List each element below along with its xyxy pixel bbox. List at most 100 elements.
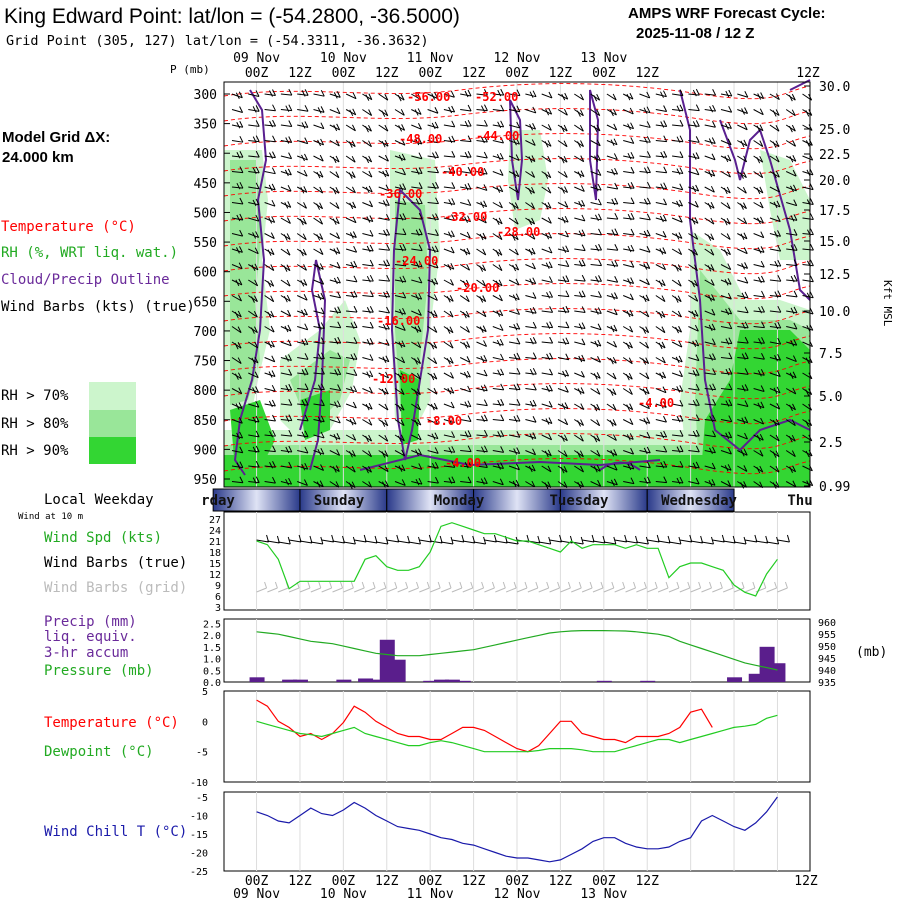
legend-cloud: Cloud/Precip Outline bbox=[1, 272, 170, 288]
xsec-barb-flag bbox=[630, 151, 635, 159]
xsec-barb-flag bbox=[255, 120, 260, 127]
xsec-barb-shaft bbox=[769, 310, 781, 313]
xsec-barb-flag bbox=[581, 199, 586, 207]
xsec-barb-flag bbox=[304, 308, 308, 316]
grid-barb bbox=[386, 587, 397, 593]
xsec-barb-flag bbox=[500, 120, 505, 128]
xsec-barb-shaft bbox=[606, 264, 618, 267]
xsec-barb-flag bbox=[581, 259, 586, 266]
xsec-barb-flag bbox=[368, 155, 373, 163]
xsec-barb-flag bbox=[514, 202, 519, 209]
xsec-barb-flag bbox=[464, 401, 469, 408]
xsec-barb-flag bbox=[597, 198, 602, 206]
xsec-barb-flag bbox=[724, 465, 729, 472]
xsec-barb-flag bbox=[772, 419, 777, 427]
xsec-barb-flag bbox=[304, 446, 309, 454]
xsec-barb-flag bbox=[695, 354, 700, 361]
xsec-barb-flag bbox=[774, 291, 779, 298]
xsec-barb-flag bbox=[614, 228, 619, 235]
grid-barb bbox=[657, 587, 669, 593]
xsec-barb-flag bbox=[381, 420, 386, 427]
xsec-barb-shaft bbox=[492, 372, 504, 376]
xsec-barb-flag bbox=[366, 307, 371, 314]
xsec-barb-shaft bbox=[492, 341, 504, 346]
xsec-barb-shaft bbox=[362, 450, 372, 458]
xsec-barb-shaft bbox=[590, 450, 601, 457]
xsec-barb-flag bbox=[546, 292, 550, 299]
xsec-barb-shaft bbox=[541, 264, 553, 269]
xsec-barb-shaft bbox=[231, 93, 243, 99]
xsec-barb-flag bbox=[728, 89, 733, 97]
xsec-barb-flag bbox=[516, 367, 521, 375]
xsec-barb-shaft bbox=[362, 140, 372, 148]
xsec-barb-flag bbox=[288, 383, 293, 391]
xsec-barb-shaft bbox=[362, 341, 374, 345]
xsec-barb-shaft bbox=[720, 419, 732, 423]
xsec-barb-shaft bbox=[704, 434, 716, 438]
xsec-barb-flag bbox=[792, 387, 797, 395]
xsec-barb-shaft bbox=[639, 403, 650, 410]
bottom-time-tick: 00Z bbox=[332, 874, 356, 889]
precip-bar bbox=[727, 677, 743, 682]
xsec-barb-flag bbox=[548, 246, 553, 254]
xsec-barb-flag bbox=[742, 171, 747, 178]
xsec-barb-flag bbox=[451, 182, 456, 189]
xsec-barb-flag bbox=[288, 120, 293, 127]
xsec-barb-flag bbox=[451, 166, 456, 173]
xsec-barb-shaft bbox=[655, 140, 667, 143]
xsec-barb-flag bbox=[500, 368, 505, 376]
xsec-barb-flag bbox=[499, 338, 504, 346]
xsec-barb-flag bbox=[777, 259, 782, 267]
xsec-barb-flag bbox=[415, 168, 420, 175]
xsec-barb-flag bbox=[482, 248, 487, 256]
xsec-barb-shaft bbox=[378, 202, 390, 206]
xsec-barb-flag bbox=[300, 187, 305, 194]
xsec-barb-shaft bbox=[443, 434, 455, 438]
xsec-barb-flag bbox=[645, 310, 650, 318]
xsec-barb-flag bbox=[679, 119, 684, 127]
xsec-barb-flag bbox=[351, 465, 356, 473]
xsec-barb-flag bbox=[531, 217, 536, 225]
xsec-barb-flag bbox=[252, 477, 257, 484]
xsec-barb-flag bbox=[709, 447, 713, 455]
xsec-barb-flag bbox=[451, 446, 456, 453]
xsec-barb-flag bbox=[496, 339, 501, 347]
xsec-barb-flag bbox=[532, 90, 537, 97]
xsec-barb-flag bbox=[658, 342, 663, 350]
xsec-barb-shaft bbox=[460, 434, 472, 437]
xsec-barb-flag bbox=[692, 340, 697, 348]
xsec-barb-shaft bbox=[639, 140, 651, 143]
xsec-barb-shaft bbox=[688, 140, 700, 143]
xsec-barb-shaft bbox=[688, 264, 698, 272]
xsec-barb-flag bbox=[708, 295, 713, 302]
xsec-barb-flag bbox=[479, 265, 484, 272]
xsec-barb-flag bbox=[463, 342, 468, 349]
xsec-barb-flag bbox=[435, 181, 439, 189]
grid-barb-flag bbox=[589, 581, 593, 589]
xsec-barb-shaft bbox=[769, 217, 781, 223]
xsec-barb-flag bbox=[499, 478, 504, 485]
xsec-barb-shaft bbox=[459, 357, 471, 363]
xsec-barb-flag bbox=[805, 420, 810, 427]
xsec-barb-flag bbox=[319, 154, 324, 162]
pressure-tick-label: 850 bbox=[194, 414, 217, 429]
xsec-barb-flag bbox=[480, 168, 485, 176]
xsec-barb-shaft bbox=[509, 93, 521, 97]
xsec-barb-shaft bbox=[313, 357, 325, 360]
xsec-barb-flag bbox=[744, 321, 749, 329]
xsec-barb-flag bbox=[548, 384, 553, 392]
xsec-barb-flag bbox=[805, 450, 810, 458]
xsec-barb-flag bbox=[285, 384, 290, 392]
xsec-barb-shaft bbox=[264, 202, 276, 207]
xsec-barb-shaft bbox=[623, 279, 634, 284]
bottom-time-tick: 00Z bbox=[592, 874, 616, 889]
xsec-barb-shaft bbox=[704, 186, 715, 193]
xsec-barb-flag bbox=[350, 354, 355, 361]
xsec-barb-flag bbox=[384, 434, 389, 442]
xsec-barb-flag bbox=[564, 92, 569, 100]
xsec-barb-flag bbox=[529, 368, 534, 376]
xsec-barb-flag bbox=[271, 167, 276, 174]
precip-bar bbox=[455, 680, 471, 682]
xsec-barb-flag bbox=[610, 479, 615, 487]
